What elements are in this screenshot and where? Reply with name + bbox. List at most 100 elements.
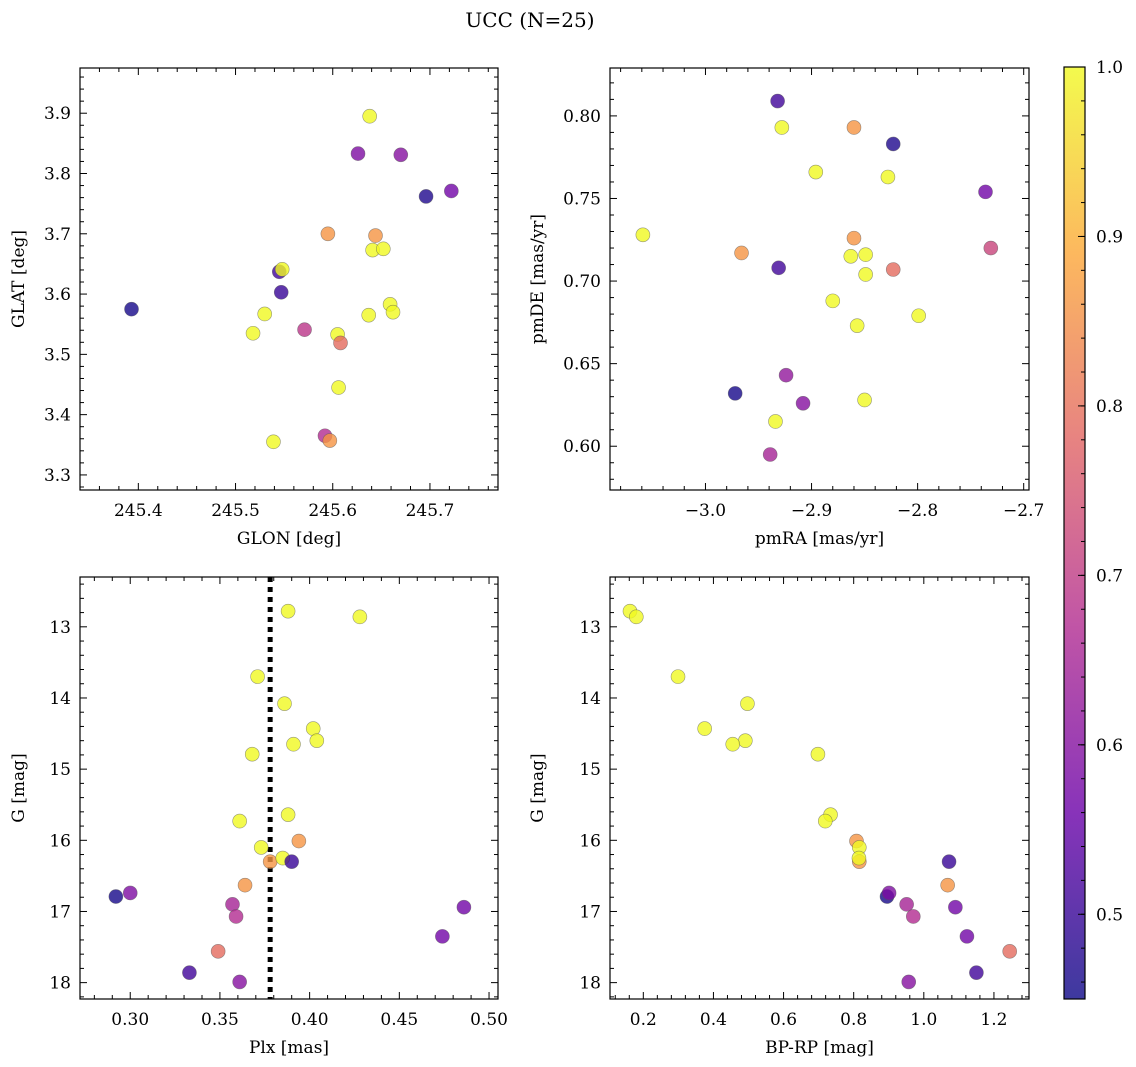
x-tick-label: −2.9 bbox=[791, 501, 832, 521]
y-tick-label: 17 bbox=[579, 902, 601, 922]
scatter-point bbox=[250, 669, 265, 684]
y-tick-label: 0.60 bbox=[563, 437, 601, 457]
scatter-point bbox=[456, 899, 472, 915]
scatter-point bbox=[1002, 944, 1018, 959]
x-tick-label: 245.6 bbox=[308, 501, 357, 521]
scatter-point bbox=[244, 746, 260, 762]
panel-pmra-pmde: −3.0 −2.9 −2.8 −2.7 0.60 0.65 0.70 0.75 0.80 pmRA… bbox=[528, 67, 1044, 549]
scatter-point bbox=[305, 721, 321, 736]
colorbar-tick-label: 1.0 bbox=[1096, 58, 1123, 78]
scatter-points bbox=[635, 93, 999, 462]
scatter-point bbox=[940, 877, 955, 893]
scatter-point bbox=[284, 854, 299, 869]
scatter-point bbox=[899, 897, 914, 912]
scatter-point bbox=[905, 909, 921, 924]
y-tick-label: 3.6 bbox=[44, 285, 71, 305]
y-axis-label: pmDE [mas/yr] bbox=[528, 214, 548, 344]
axes-frame bbox=[609, 67, 1030, 491]
scatter-point bbox=[444, 183, 459, 199]
scatter-points bbox=[108, 577, 472, 999]
x-tick-label: 0.50 bbox=[470, 1010, 508, 1030]
scatter-point bbox=[941, 854, 957, 869]
x-tick-label: −3.0 bbox=[685, 501, 726, 521]
x-tick-label: 0.4 bbox=[700, 1010, 727, 1030]
x-axis-label: GLON [deg] bbox=[237, 529, 341, 549]
y-tick-label: 3.7 bbox=[44, 225, 71, 245]
y-tick-label: 3.3 bbox=[44, 466, 71, 486]
y-tick-label: 18 bbox=[579, 974, 601, 994]
scatter-point bbox=[808, 164, 824, 180]
scatter-point bbox=[375, 241, 391, 257]
scatter-point bbox=[881, 885, 897, 901]
x-tick-label: 245.4 bbox=[114, 501, 163, 521]
x-tick-label: 0.6 bbox=[770, 1010, 797, 1030]
scatter-point bbox=[858, 267, 873, 282]
x-tick-label: 0.30 bbox=[111, 1010, 149, 1030]
scatter-point bbox=[778, 367, 794, 383]
scatter-point bbox=[362, 108, 377, 124]
y-axis-label: G [mag] bbox=[9, 753, 29, 822]
scatter-point bbox=[762, 447, 778, 462]
scatter-point bbox=[361, 307, 377, 323]
scatter-point bbox=[846, 120, 862, 135]
x-tick-label: 0.8 bbox=[840, 1010, 867, 1030]
scatter-point bbox=[322, 433, 338, 448]
colorbar-tick-label: 0.6 bbox=[1096, 736, 1123, 756]
axes-frame bbox=[609, 576, 1030, 1000]
scatter-point bbox=[983, 240, 999, 256]
y-tick-label: 16 bbox=[579, 831, 601, 851]
scatter-point bbox=[274, 262, 290, 277]
scatter-point bbox=[774, 120, 790, 135]
scatter-point bbox=[331, 380, 346, 395]
x-tick-label: 0.40 bbox=[291, 1010, 329, 1030]
scatter-point bbox=[418, 189, 434, 204]
panel-plx-g: 0.30 0.35 0.40 0.45 0.50 13 14 15 16 17 18 Plx [mas… bbox=[9, 576, 508, 1058]
scatter-point bbox=[108, 889, 124, 904]
x-axis-label: Plx [mas] bbox=[249, 1038, 329, 1058]
colorbar-tick-label: 0.7 bbox=[1096, 566, 1123, 586]
y-tick-label: 0.70 bbox=[563, 272, 601, 292]
scatter-point bbox=[273, 284, 289, 300]
scatter-point bbox=[771, 260, 786, 276]
colorbar: 0.5 0.6 0.7 0.8 0.9 1.0 bbox=[1063, 58, 1123, 1000]
axis-ticks bbox=[79, 68, 498, 490]
x-tick-label: 245.5 bbox=[211, 501, 260, 521]
scatter-point bbox=[770, 93, 785, 109]
y-tick-label: 13 bbox=[49, 618, 71, 638]
x-tick-label: −2.7 bbox=[1003, 501, 1044, 521]
scatter-point bbox=[286, 736, 301, 752]
scatter-point bbox=[237, 877, 253, 893]
scatter-point bbox=[245, 325, 261, 341]
y-tick-label: 14 bbox=[579, 689, 601, 709]
scatter-point bbox=[277, 696, 292, 711]
x-axis-label: BP-RP [mag] bbox=[765, 1038, 874, 1058]
scatter-point bbox=[225, 897, 240, 912]
axis-ticks bbox=[610, 68, 1029, 490]
x-tick-label: 1.0 bbox=[910, 1010, 937, 1030]
scatter-point bbox=[901, 974, 917, 990]
y-tick-label: 3.4 bbox=[44, 406, 71, 426]
scatter-point bbox=[849, 318, 865, 333]
scatter-point bbox=[880, 169, 896, 185]
x-axis-label: pmRA [mas/yr] bbox=[755, 529, 884, 549]
scatter-point bbox=[795, 395, 811, 411]
scatter-point bbox=[232, 974, 247, 990]
scatter-point bbox=[727, 386, 743, 401]
y-axis-label: GLAT [deg] bbox=[9, 230, 29, 328]
scatter-point bbox=[280, 603, 296, 619]
y-tick-label: 3.9 bbox=[44, 104, 71, 124]
scatter-point bbox=[266, 434, 281, 450]
x-tick-label: 1.2 bbox=[980, 1010, 1007, 1030]
scatter-point bbox=[368, 228, 383, 243]
scatter-point bbox=[851, 850, 867, 866]
scatter-point bbox=[262, 854, 278, 869]
x-tick-label: 0.2 bbox=[630, 1010, 657, 1030]
scatter-point bbox=[697, 721, 712, 736]
figure-title: UCC (N=25) bbox=[465, 8, 594, 32]
scatter-point bbox=[885, 262, 901, 277]
scatter-point bbox=[846, 230, 862, 246]
scatter-point bbox=[738, 733, 753, 748]
axes-frame bbox=[79, 67, 499, 491]
colorbar-tick-label: 0.9 bbox=[1096, 227, 1123, 247]
